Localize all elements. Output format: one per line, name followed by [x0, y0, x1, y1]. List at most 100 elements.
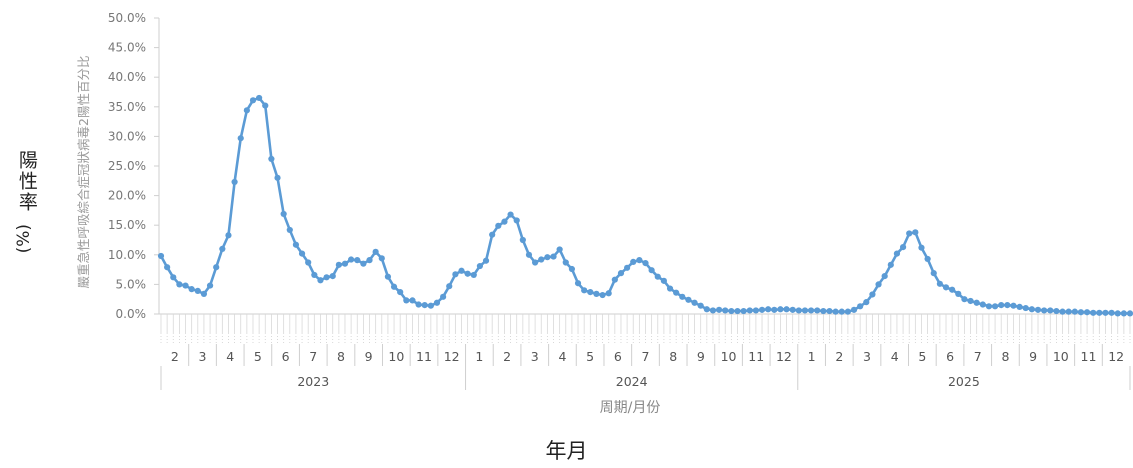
- data-point: [335, 261, 342, 268]
- y-tick-label: 40.0%: [108, 70, 146, 84]
- data-point: [838, 308, 845, 315]
- data-point: [440, 293, 447, 300]
- data-point: [820, 307, 827, 315]
- outer-y-axis-title-unit: (%): [14, 223, 34, 254]
- month-label: 4: [226, 349, 234, 364]
- data-point: [642, 259, 649, 267]
- chart-ylabel-vertical: 嚴重急性呼吸綜合症冠狀病毒2陽性百分比: [76, 56, 91, 289]
- month-label: 5: [254, 349, 262, 364]
- data-point: [617, 270, 625, 277]
- data-point: [1004, 302, 1011, 309]
- month-label: 3: [863, 349, 871, 364]
- year-label: 2023: [297, 374, 329, 389]
- data-point: [795, 307, 802, 314]
- data-point: [1071, 308, 1078, 315]
- data-point: [544, 254, 551, 261]
- data-point: [955, 290, 962, 297]
- data-point: [685, 296, 692, 303]
- data-point: [605, 290, 612, 297]
- data-point: [433, 299, 441, 306]
- month-label: 7: [309, 349, 317, 364]
- data-point: [985, 303, 993, 310]
- data-point: [1016, 303, 1023, 310]
- data-point: [1059, 308, 1066, 315]
- data-point: [697, 302, 704, 309]
- data-point: [691, 299, 698, 306]
- month-label: 1: [808, 349, 816, 364]
- data-point: [317, 277, 324, 284]
- data-point: [464, 270, 471, 277]
- data-point: [777, 306, 784, 313]
- data-point: [206, 282, 214, 289]
- month-label: 10: [1053, 349, 1069, 364]
- data-point: [887, 261, 894, 268]
- data-point: [305, 259, 312, 266]
- data-point: [1126, 310, 1133, 317]
- chart-xlabel: 周期/月份: [600, 400, 661, 416]
- data-point: [354, 257, 361, 264]
- data-point: [869, 291, 876, 298]
- data-point: [1096, 309, 1103, 316]
- data-point: [164, 264, 171, 271]
- data-point: [360, 260, 367, 267]
- y-tick-label: 20.0%: [108, 189, 146, 203]
- data-point: [722, 307, 729, 314]
- data-point: [311, 271, 318, 279]
- data-point: [532, 259, 539, 266]
- data-point: [1077, 309, 1085, 316]
- month-label: 2: [503, 349, 511, 364]
- data-point: [734, 307, 741, 315]
- outer-x-axis-title: 年月: [545, 439, 588, 463]
- data-point: [1047, 307, 1054, 314]
- data-point: [525, 251, 533, 258]
- month-label: 1: [475, 349, 483, 364]
- series-line: [159, 96, 1130, 315]
- month-label: 5: [586, 349, 594, 364]
- data-point: [562, 259, 569, 266]
- month-label: 4: [558, 349, 566, 364]
- data-point: [556, 246, 563, 253]
- data-point: [942, 284, 950, 291]
- data-point: [1053, 307, 1060, 315]
- data-point: [501, 218, 508, 225]
- data-point: [673, 289, 680, 296]
- data-point: [482, 257, 490, 264]
- data-point: [679, 293, 686, 300]
- data-point: [513, 217, 520, 224]
- data-point: [403, 297, 410, 304]
- month-label: 2: [835, 349, 843, 364]
- month-label: 9: [365, 349, 373, 364]
- data-point: [624, 264, 631, 271]
- data-point: [949, 286, 956, 293]
- data-point: [1108, 309, 1115, 316]
- data-point: [200, 290, 208, 297]
- month-label: 4: [891, 349, 899, 364]
- month-label: 9: [1029, 349, 1037, 364]
- outer-y-axis-title: 陽性率 (%): [14, 150, 38, 253]
- data-point: [1090, 309, 1097, 316]
- data-point: [574, 280, 582, 287]
- data-point: [630, 258, 637, 266]
- data-point: [1034, 306, 1042, 313]
- data-point: [936, 280, 943, 287]
- x-axis: 2 3 4 5 6 7 8 9 10 11 12 1 2 3 4 5 6 7 8 9 10 11 12 1 2 3 4 5 6 7 8 9 10…: [159, 313, 1132, 390]
- data-point: [519, 236, 526, 244]
- data-point: [1010, 302, 1017, 309]
- data-point: [409, 297, 416, 304]
- month-label: 12: [776, 349, 792, 364]
- data-point: [568, 265, 576, 273]
- data-point: [636, 257, 643, 264]
- data-point: [348, 256, 355, 263]
- data-point: [752, 307, 759, 314]
- data-point: [709, 307, 717, 314]
- data-point: [256, 94, 263, 102]
- data-point: [243, 107, 250, 114]
- month-label: 6: [282, 349, 290, 364]
- data-point: [280, 210, 287, 218]
- data-point: [899, 244, 907, 251]
- month-label: 10: [388, 349, 404, 364]
- data-point: [476, 262, 484, 270]
- month-label: 2: [171, 349, 179, 364]
- data-point: [194, 287, 201, 295]
- month-label: 8: [337, 349, 345, 364]
